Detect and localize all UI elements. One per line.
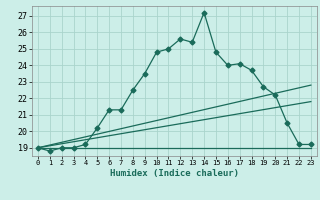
X-axis label: Humidex (Indice chaleur): Humidex (Indice chaleur) — [110, 169, 239, 178]
